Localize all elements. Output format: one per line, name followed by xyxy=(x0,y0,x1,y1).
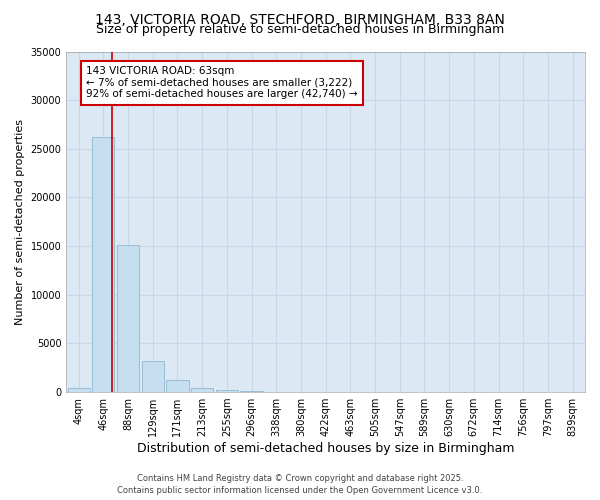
Bar xyxy=(68,388,90,392)
Bar xyxy=(166,380,188,392)
Bar xyxy=(216,390,238,392)
Bar xyxy=(92,137,115,392)
Bar xyxy=(191,388,213,392)
Text: Contains HM Land Registry data © Crown copyright and database right 2025.
Contai: Contains HM Land Registry data © Crown c… xyxy=(118,474,482,495)
Bar xyxy=(142,361,164,392)
Bar xyxy=(241,391,263,392)
X-axis label: Distribution of semi-detached houses by size in Birmingham: Distribution of semi-detached houses by … xyxy=(137,442,514,455)
Y-axis label: Number of semi-detached properties: Number of semi-detached properties xyxy=(15,119,25,325)
Text: 143, VICTORIA ROAD, STECHFORD, BIRMINGHAM, B33 8AN: 143, VICTORIA ROAD, STECHFORD, BIRMINGHA… xyxy=(95,12,505,26)
Text: 143 VICTORIA ROAD: 63sqm
← 7% of semi-detached houses are smaller (3,222)
92% of: 143 VICTORIA ROAD: 63sqm ← 7% of semi-de… xyxy=(86,66,358,100)
Bar xyxy=(117,245,139,392)
Text: Size of property relative to semi-detached houses in Birmingham: Size of property relative to semi-detach… xyxy=(96,22,504,36)
